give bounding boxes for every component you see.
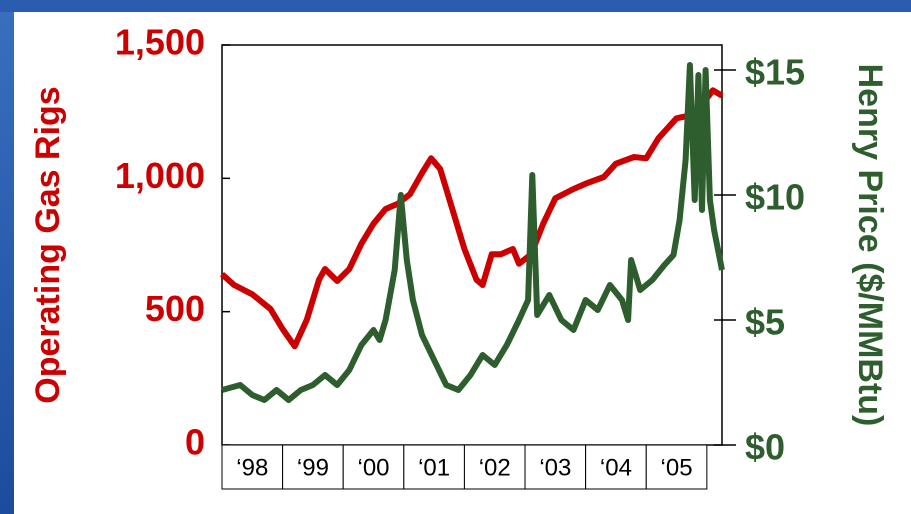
x-tick-label: ‘01 xyxy=(418,454,450,481)
y2-tick-label: $10 xyxy=(745,177,805,218)
x-tick-label: ‘03 xyxy=(539,454,571,481)
y2-tick-label: $5 xyxy=(745,302,785,343)
y2-tick-label: $15 xyxy=(745,52,805,93)
y-tick-label: 1,500 xyxy=(115,22,205,63)
x-tick-box xyxy=(342,444,405,490)
x-tick-label: ‘05 xyxy=(661,454,693,481)
x-tick-label: ‘02 xyxy=(479,454,511,481)
x-tick-label: ‘04 xyxy=(600,454,632,481)
x-tick-label: ‘99 xyxy=(297,454,329,481)
y-tick-label: 1,000 xyxy=(115,155,205,196)
x-tick-box xyxy=(524,444,587,490)
series-line xyxy=(221,62,725,403)
y2-axis-title: Henry Price ($/MMBtu) xyxy=(851,64,889,427)
x-tick-box xyxy=(645,444,708,490)
y-tick-label: 0 xyxy=(185,422,205,463)
top-band xyxy=(0,0,911,12)
series-line xyxy=(220,87,724,350)
x-tick-label: ‘98 xyxy=(236,454,268,481)
x-tick-label: ‘00 xyxy=(357,454,389,481)
plot-area xyxy=(221,44,723,446)
y2-tick-label: $0 xyxy=(745,427,785,468)
y-tick-label: 500 xyxy=(145,288,205,329)
x-tick-box xyxy=(585,444,647,490)
y-axis-title: Operating Gas Rigs xyxy=(29,86,67,403)
